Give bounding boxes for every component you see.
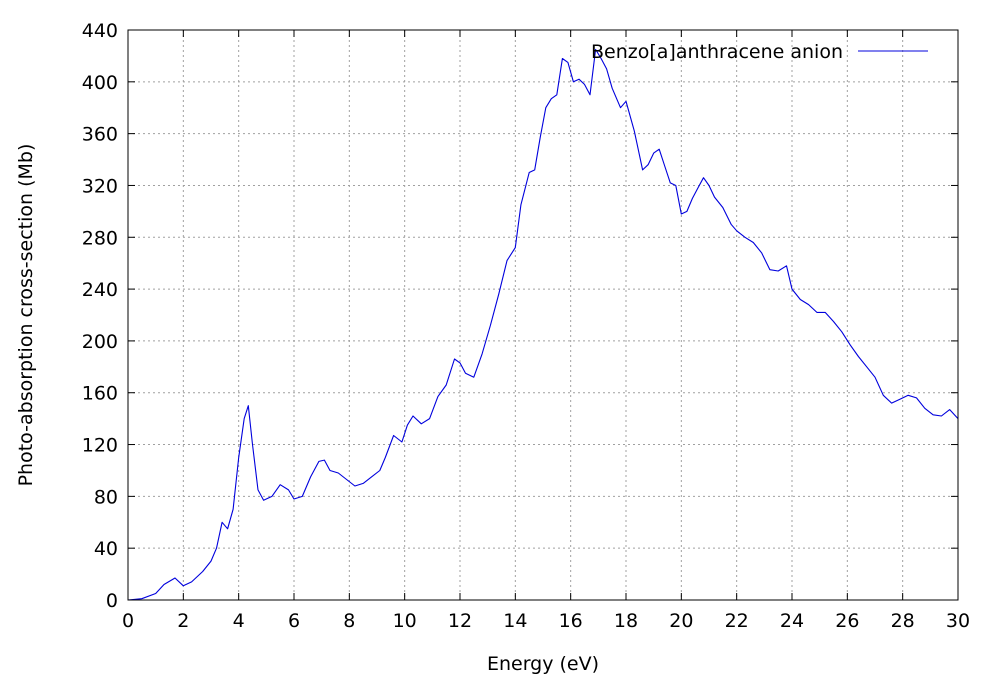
series-line-0 xyxy=(127,48,959,601)
grid xyxy=(128,30,958,600)
x-tick-label: 0 xyxy=(122,610,134,632)
x-tick-label: 10 xyxy=(393,610,417,632)
x-tick-label: 30 xyxy=(946,610,970,632)
series-layer xyxy=(127,48,959,601)
x-tick-label: 4 xyxy=(233,610,245,632)
y-axis-label: Photo-absorption cross-section (Mb) xyxy=(15,144,37,487)
x-tick-label: 22 xyxy=(725,610,749,632)
y-tick-label: 360 xyxy=(82,124,118,146)
x-tick-label: 24 xyxy=(780,610,804,632)
x-axis-ticks: 0 2 4 6 8 10 12 14 16 18 20 22 24 26 28 30 xyxy=(122,30,970,632)
legend: Benzo[a]anthracene anion xyxy=(591,41,928,63)
x-tick-label: 20 xyxy=(669,610,693,632)
y-tick-label: 320 xyxy=(82,175,118,197)
x-tick-label: 26 xyxy=(835,610,859,632)
y-tick-label: 200 xyxy=(82,331,118,353)
x-tick-label: 18 xyxy=(614,610,638,632)
x-tick-label: 14 xyxy=(503,610,527,632)
y-tick-label: 240 xyxy=(82,279,118,301)
y-tick-label: 0 xyxy=(106,590,118,612)
x-tick-label: 2 xyxy=(177,610,189,632)
x-axis-label: Energy (eV) xyxy=(487,653,599,675)
y-axis-ticks: 0 40 80 120 160 200 240 280 320 360 400 440 xyxy=(82,20,958,612)
plot-frame xyxy=(127,29,959,601)
legend-label: Benzo[a]anthracene anion xyxy=(591,41,843,63)
x-tick-label: 12 xyxy=(448,610,472,632)
y-tick-label: 80 xyxy=(94,486,118,508)
y-tick-label: 440 xyxy=(82,20,118,42)
y-tick-label: 280 xyxy=(82,227,118,249)
y-tick-label: 400 xyxy=(82,72,118,94)
x-tick-label: 8 xyxy=(343,610,355,632)
x-tick-label: 16 xyxy=(559,610,583,632)
x-tick-label: 6 xyxy=(288,610,300,632)
y-tick-label: 120 xyxy=(82,435,118,457)
y-tick-label: 160 xyxy=(82,383,118,405)
y-tick-label: 40 xyxy=(94,538,118,560)
x-tick-label: 28 xyxy=(891,610,915,632)
